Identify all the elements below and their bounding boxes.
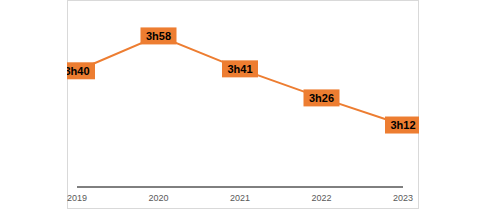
svg-text:3h41: 3h41 [227, 63, 252, 75]
svg-text:3h58: 3h58 [146, 30, 171, 42]
svg-text:3h40: 3h40 [67, 65, 90, 77]
svg-text:2022: 2022 [311, 193, 331, 203]
svg-text:2019: 2019 [67, 193, 87, 203]
svg-text:2023: 2023 [393, 193, 413, 203]
svg-text:3h12: 3h12 [390, 119, 415, 131]
svg-text:3h26: 3h26 [309, 92, 334, 104]
svg-text:2021: 2021 [230, 193, 250, 203]
svg-text:2020: 2020 [148, 193, 168, 203]
